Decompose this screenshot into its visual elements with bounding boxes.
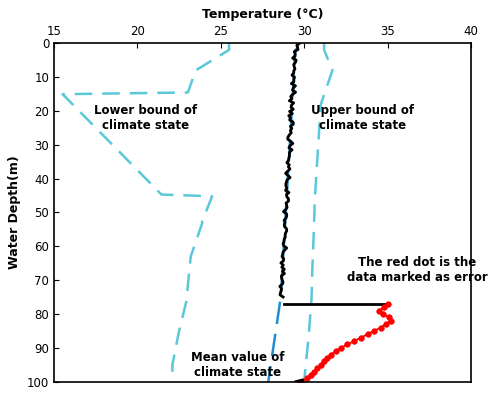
Text: Mean value of
climate state: Mean value of climate state [190, 351, 284, 379]
X-axis label: Temperature (°C): Temperature (°C) [202, 8, 323, 21]
Text: Lower bound of
climate state: Lower bound of climate state [94, 103, 198, 132]
Y-axis label: Water Depth(m): Water Depth(m) [8, 156, 22, 269]
Text: The red dot is the
data marked as error: The red dot is the data marked as error [347, 256, 488, 284]
Text: Upper bound of
climate state: Upper bound of climate state [311, 103, 414, 132]
